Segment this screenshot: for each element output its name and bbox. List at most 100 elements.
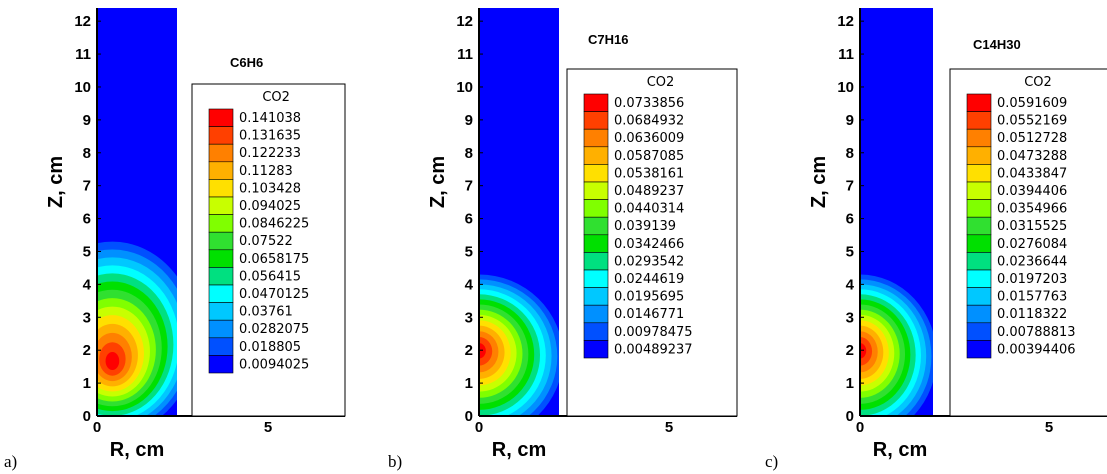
y-axis-label: Z, cm [427, 156, 449, 208]
y-tick-label: 8 [465, 145, 473, 162]
y-tick-label: 0 [83, 408, 91, 425]
y-tick-label: 3 [83, 309, 91, 326]
y-axis-label: Z, cm [808, 156, 830, 208]
y-tick-label: 0 [846, 408, 854, 425]
legend-level-label: 0.0244619 [614, 272, 684, 287]
legend: CO2 0.0733856 0.0684932 0.0636009 0.0587085 0… [566, 68, 738, 417]
legend-swatch [583, 216, 609, 236]
legend-level-label: 0.0636009 [614, 131, 684, 146]
legend-title: CO2 [1024, 75, 1052, 90]
legend-level-label: 0.03761 [239, 305, 293, 320]
legend-swatch [583, 287, 609, 306]
legend-level-label: 0.056415 [239, 269, 301, 284]
legend-level-label: 0.0433847 [997, 166, 1067, 181]
legend-swatch [583, 304, 609, 324]
legend-level-label: 0.0684932 [614, 114, 684, 129]
contour-level-1 [105, 352, 120, 370]
legend-swatch [583, 181, 609, 200]
legend-level-label: 0.0157763 [997, 290, 1067, 305]
legend-swatch [208, 231, 234, 251]
y-tick-label: 9 [465, 112, 473, 129]
y-tick-label: 1 [465, 375, 473, 392]
legend-swatch [208, 355, 234, 374]
legend-level-label: 0.0552169 [997, 114, 1067, 129]
y-tick-label: 4 [465, 276, 474, 293]
y-tick-label: 3 [846, 309, 854, 326]
y-tick-label: 3 [465, 309, 473, 326]
legend: CO2 0.0591609 0.0552169 0.0512728 0.0473288 0… [949, 68, 1107, 417]
legend-level-label: 0.0315525 [997, 219, 1067, 234]
legend-swatch [583, 340, 609, 359]
legend-level-label: 0.131635 [239, 129, 301, 144]
legend-level-label: 0.0146771 [614, 307, 684, 322]
legend-swatch [583, 199, 609, 218]
legend-swatch [966, 111, 992, 130]
contour-field [97, 8, 177, 416]
legend-level-label: 0.0195695 [614, 290, 684, 305]
legend-level-label: 0.018805 [239, 340, 301, 355]
legend-swatch [208, 337, 234, 356]
y-tick-label: 2 [846, 342, 854, 359]
legend-swatch [966, 287, 992, 306]
legend-level-label: 0.0591609 [997, 96, 1067, 111]
contour-field [479, 8, 559, 416]
contour-level-1 [479, 343, 486, 359]
legend-swatch [208, 179, 234, 198]
x-tick-label: 5 [665, 419, 673, 436]
contour-field [860, 8, 933, 416]
y-tick-label: 7 [846, 178, 854, 195]
y-tick-label: 2 [465, 342, 473, 359]
y-tick-label: 2 [83, 342, 91, 359]
legend-level-label: 0.0276084 [997, 237, 1067, 252]
legend-level-label: 0.0236644 [997, 254, 1067, 269]
legend-level-label: 0.0282075 [239, 322, 309, 337]
x-axis-label: R, cm [873, 439, 927, 461]
chart-title: C14H30 [973, 37, 1021, 52]
legend-swatch [966, 269, 992, 288]
legend-swatch [966, 181, 992, 200]
y-tick-label: 8 [846, 145, 854, 162]
y-tick-label: 10 [456, 79, 473, 96]
legend-level-label: 0.00978475 [614, 325, 693, 340]
legend-swatch [583, 128, 609, 148]
chart-title: C6H6 [230, 55, 263, 70]
legend: CO2 0.141038 0.131635 0.122233 0.11283 0.1034… [191, 83, 346, 417]
y-tick-label: 10 [74, 79, 91, 96]
y-tick-label: 1 [83, 375, 91, 392]
y-tick-label: 11 [457, 46, 473, 63]
y-tick-label: 6 [83, 211, 91, 228]
legend-swatch [583, 322, 609, 341]
panel-label: a) [4, 452, 17, 471]
legend-swatch [966, 164, 992, 183]
x-tick-label: 0 [93, 419, 101, 436]
legend-level-label: 0.0354966 [997, 202, 1067, 217]
legend-swatch [966, 304, 992, 324]
x-axis-label: R, cm [110, 439, 164, 461]
legend-swatch [966, 128, 992, 148]
y-tick-label: 10 [837, 79, 854, 96]
legend-swatch [208, 214, 234, 233]
legend-level-label: 0.07522 [239, 234, 293, 249]
legend-swatch [966, 322, 992, 341]
legend-level-label: 0.0293542 [614, 254, 684, 269]
legend-level-label: 0.0473288 [997, 149, 1067, 164]
y-tick-label: 5 [465, 243, 473, 260]
y-tick-label: 12 [74, 13, 91, 30]
panel-label: c) [765, 452, 778, 471]
legend-swatch [208, 319, 234, 339]
legend-swatch [583, 234, 609, 253]
y-tick-label: 11 [75, 46, 91, 63]
x-axis-label: R, cm [492, 439, 546, 461]
legend-swatch [583, 252, 609, 271]
legend-level-label: 0.0587085 [614, 149, 684, 164]
legend-swatch [966, 340, 992, 359]
legend-level-label: 0.11283 [239, 164, 293, 179]
legend-swatch [966, 252, 992, 271]
legend-swatch [966, 199, 992, 218]
legend-swatch [208, 196, 234, 215]
legend-swatch [966, 234, 992, 253]
y-tick-label: 6 [846, 211, 854, 228]
legend-level-label: 0.0394406 [997, 184, 1067, 199]
legend-level-label: 0.00788813 [997, 325, 1076, 340]
